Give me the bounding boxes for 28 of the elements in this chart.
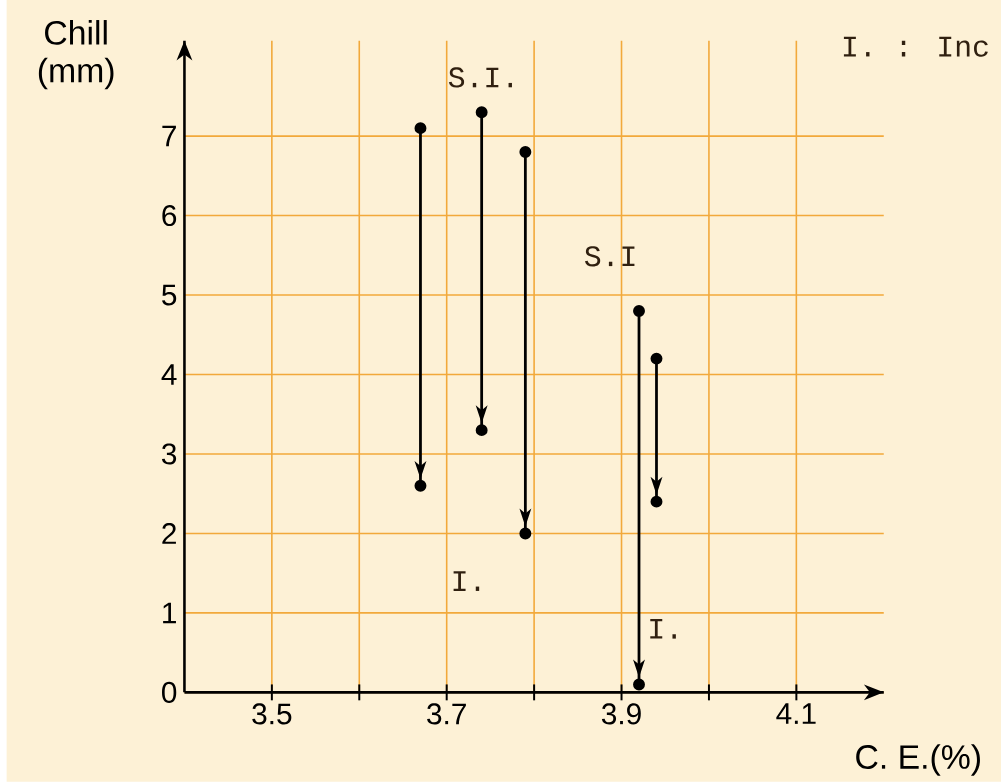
annotation: I. [453, 571, 480, 591]
point [519, 145, 532, 158]
y-tick-label: 5 [162, 284, 177, 306]
y-tick-label: 0 [162, 681, 177, 703]
y-tick-label: 1 [163, 602, 176, 624]
annotation: S.I. [448, 67, 512, 88]
y-tick-label: 7 [162, 125, 176, 147]
point [633, 678, 645, 691]
x-tick-label: 3.7 [427, 703, 466, 725]
point [650, 495, 663, 508]
y-tick-label: 6 [162, 204, 177, 226]
y-axis-title: Chill (mm) [38, 19, 114, 90]
annotation: I. : Inc [843, 36, 988, 57]
annotation: I. [650, 618, 676, 639]
y-tick-label: 4 [161, 364, 177, 385]
y-tick-label: 3 [161, 443, 177, 465]
x-tick-label: 3.5 [252, 703, 292, 725]
x-axis-title: C. E.(%) [856, 744, 980, 776]
point [475, 424, 488, 436]
y-tick-label: 2 [162, 522, 176, 544]
point [414, 122, 427, 134]
x-tick-label: 3.9 [601, 703, 641, 725]
point [650, 352, 663, 365]
point [519, 527, 532, 540]
point [475, 106, 488, 119]
x-tick-label: 4.1 [776, 703, 816, 724]
point [414, 479, 427, 492]
point [633, 304, 645, 317]
